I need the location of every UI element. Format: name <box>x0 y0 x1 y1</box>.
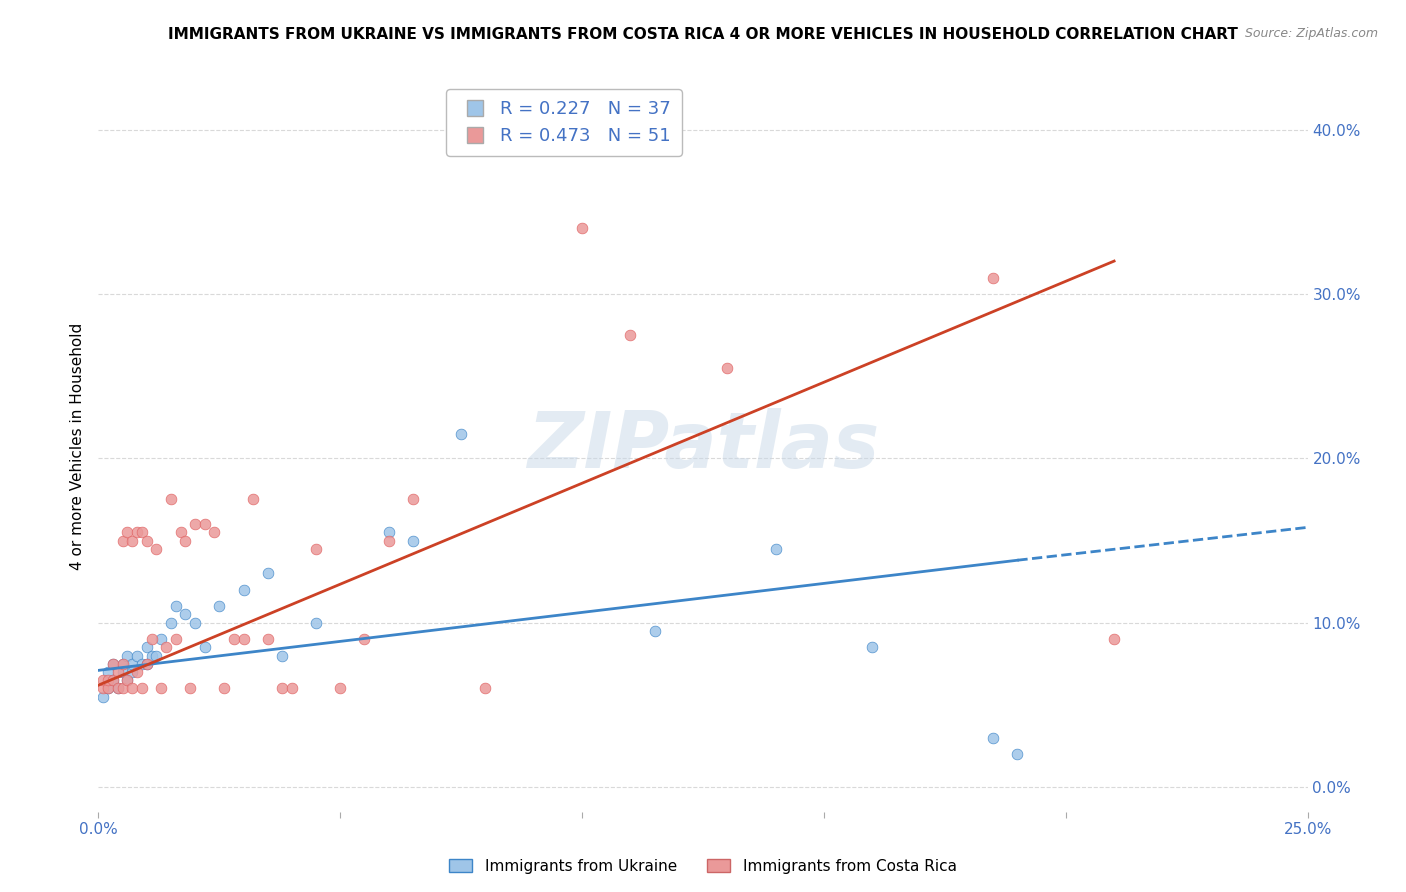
Point <box>165 599 187 614</box>
Point <box>208 599 231 614</box>
Point <box>141 648 163 663</box>
Point <box>174 607 197 622</box>
Point <box>305 615 328 630</box>
Point <box>135 657 157 671</box>
Point <box>141 632 163 647</box>
Point <box>353 632 375 647</box>
Point <box>619 328 641 343</box>
Point <box>160 492 183 507</box>
Point <box>1102 632 1125 647</box>
Text: ZIPatlas: ZIPatlas <box>527 408 879 484</box>
Point <box>91 681 114 696</box>
Point <box>107 665 129 679</box>
Point <box>101 673 124 688</box>
Text: Source: ZipAtlas.com: Source: ZipAtlas.com <box>1244 27 1378 40</box>
Point <box>150 632 173 647</box>
Point <box>981 731 1004 745</box>
Point <box>111 665 134 679</box>
Point <box>169 525 191 540</box>
Legend: Immigrants from Ukraine, Immigrants from Costa Rica: Immigrants from Ukraine, Immigrants from… <box>443 853 963 880</box>
Point <box>91 690 114 704</box>
Point <box>179 681 201 696</box>
Point <box>101 657 124 671</box>
Point <box>1007 747 1029 762</box>
Text: IMMIGRANTS FROM UKRAINE VS IMMIGRANTS FROM COSTA RICA 4 OR MORE VEHICLES IN HOUS: IMMIGRANTS FROM UKRAINE VS IMMIGRANTS FR… <box>169 27 1237 42</box>
Point <box>131 657 153 671</box>
Point <box>121 665 143 679</box>
Point <box>131 525 153 540</box>
Point <box>571 221 593 235</box>
Point <box>716 360 738 375</box>
Point <box>121 657 143 671</box>
Point <box>111 533 134 548</box>
Point <box>765 541 787 556</box>
Point <box>127 648 149 663</box>
Point <box>256 632 278 647</box>
Point <box>97 681 120 696</box>
Point <box>117 673 139 688</box>
Point <box>232 632 254 647</box>
Point <box>101 673 124 688</box>
Point <box>174 533 197 548</box>
Point <box>135 533 157 548</box>
Point <box>281 681 304 696</box>
Point <box>474 681 496 696</box>
Point <box>450 426 472 441</box>
Y-axis label: 4 or more Vehicles in Household: 4 or more Vehicles in Household <box>69 322 84 570</box>
Point <box>165 632 187 647</box>
Point <box>981 270 1004 285</box>
Point <box>117 648 139 663</box>
Point <box>204 525 226 540</box>
Legend: R = 0.227   N = 37, R = 0.473   N = 51: R = 0.227 N = 37, R = 0.473 N = 51 <box>446 89 682 156</box>
Point <box>97 665 120 679</box>
Point <box>329 681 352 696</box>
Point <box>111 657 134 671</box>
Point <box>222 632 245 647</box>
Point <box>194 517 217 532</box>
Point <box>160 615 183 630</box>
Point <box>97 681 120 696</box>
Point <box>145 648 167 663</box>
Point <box>212 681 235 696</box>
Point <box>184 615 207 630</box>
Point <box>117 673 139 688</box>
Point <box>117 525 139 540</box>
Point <box>256 566 278 581</box>
Point <box>377 533 399 548</box>
Point <box>150 681 173 696</box>
Point <box>91 673 114 688</box>
Point <box>271 681 294 696</box>
Point <box>860 640 883 655</box>
Point <box>121 533 143 548</box>
Point <box>131 681 153 696</box>
Point <box>305 541 328 556</box>
Point <box>194 640 217 655</box>
Point <box>121 681 143 696</box>
Point <box>97 673 120 688</box>
Point <box>232 582 254 597</box>
Point <box>111 657 134 671</box>
Point <box>107 681 129 696</box>
Point <box>107 681 129 696</box>
Point <box>127 665 149 679</box>
Point <box>402 492 425 507</box>
Point <box>135 657 157 671</box>
Point <box>402 533 425 548</box>
Point <box>127 525 149 540</box>
Point <box>271 648 294 663</box>
Point <box>101 657 124 671</box>
Point <box>111 681 134 696</box>
Point <box>242 492 264 507</box>
Point <box>184 517 207 532</box>
Point <box>145 541 167 556</box>
Point <box>135 640 157 655</box>
Point <box>644 624 666 638</box>
Point <box>377 525 399 540</box>
Point <box>155 640 177 655</box>
